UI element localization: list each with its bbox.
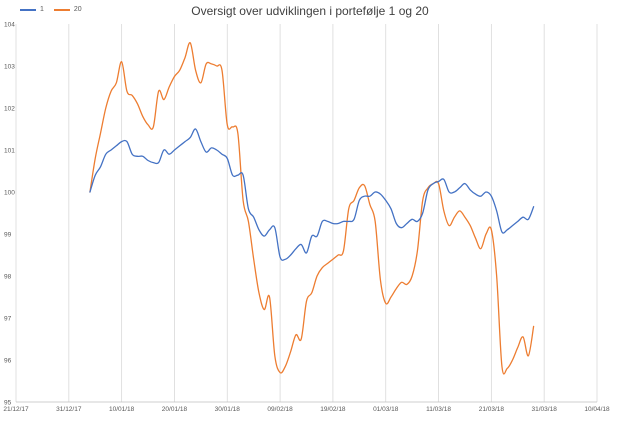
legend-label-series-1: 1 <box>40 6 44 13</box>
x-tick-label: 19/02/18 <box>320 406 346 413</box>
x-tick-label: 11/03/18 <box>426 406 451 413</box>
x-tick-label: 09/02/18 <box>267 406 293 413</box>
y-tick-label: 102 <box>4 106 15 113</box>
x-tick-label: 01/03/18 <box>373 406 399 413</box>
y-tick-label: 97 <box>4 316 12 323</box>
legend-item-series-1: 1 <box>20 6 44 13</box>
x-tick-label: 31/12/17 <box>56 406 82 413</box>
series-line-20 <box>89 42 535 375</box>
y-tick-label: 103 <box>4 64 15 71</box>
legend-label-series-20: 20 <box>73 6 82 13</box>
y-tick-label: 99 <box>4 232 12 239</box>
x-tick-label: 31/03/18 <box>532 406 558 413</box>
x-tick-label: 10/01/18 <box>109 406 135 413</box>
y-tick-label: 101 <box>4 148 15 155</box>
x-tick-label: 20/01/18 <box>162 406 188 413</box>
legend-swatch-series-20 <box>53 8 70 11</box>
legend-swatch-series-1 <box>20 8 36 11</box>
x-tick-label: 21/03/18 <box>479 406 505 413</box>
series-line-1 <box>89 128 535 261</box>
y-tick-label: 104 <box>4 22 15 29</box>
chart-title: Oversigt over udviklingen i portefølje 1… <box>191 4 429 18</box>
y-tick-label: 96 <box>4 358 12 365</box>
legend: 1 20 <box>20 6 82 13</box>
x-tick-label: 30/01/18 <box>215 406 241 413</box>
legend-item-series-20: 20 <box>53 6 82 13</box>
y-tick-label: 95 <box>4 400 12 407</box>
x-tick-label: 21/12/17 <box>3 406 29 413</box>
y-tick-label: 100 <box>4 190 15 197</box>
y-tick-label: 98 <box>4 274 12 281</box>
x-tick-label: 10/04/18 <box>584 406 610 413</box>
